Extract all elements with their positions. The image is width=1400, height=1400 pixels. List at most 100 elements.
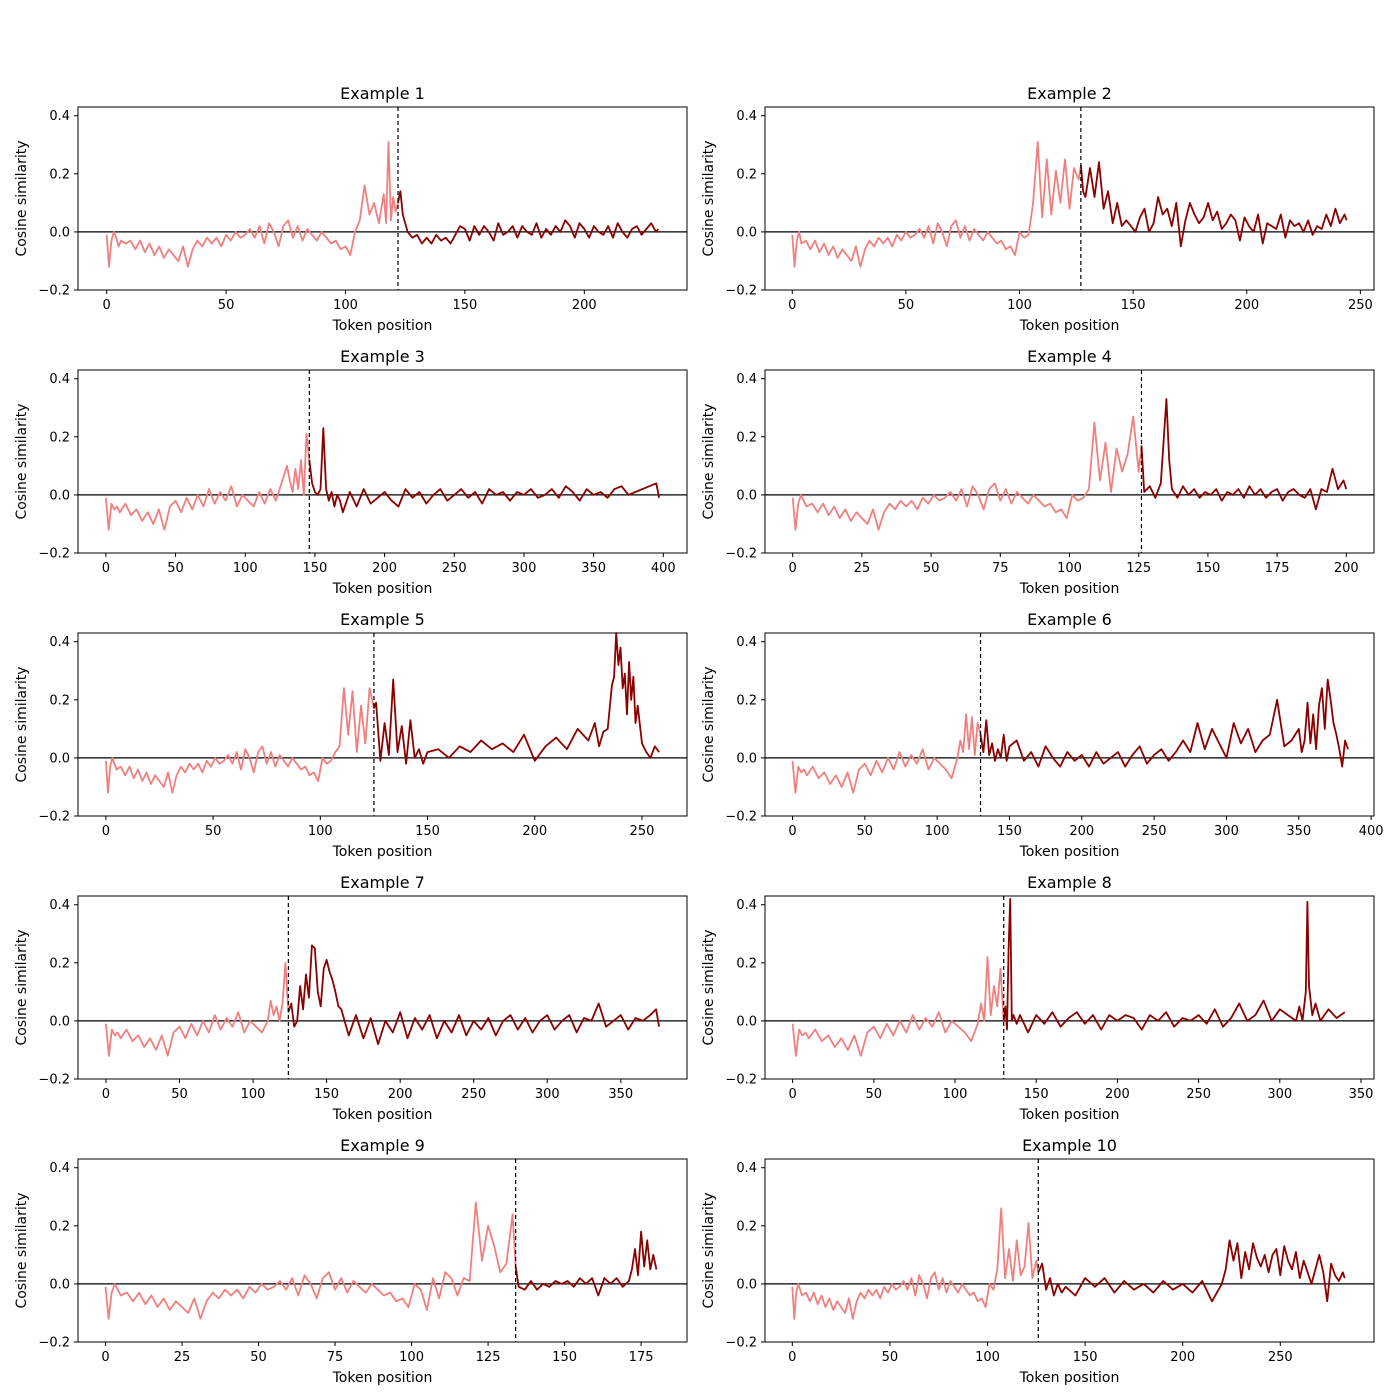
subplot-4: Example 4 0 25 50 75 100 125 150 175 200 −0.2 0.0 0.…: [701, 347, 1375, 597]
x-tick-label: 100: [1007, 298, 1032, 313]
subplot-title: Example 7: [340, 873, 425, 892]
subplot-title: Example 8: [1027, 873, 1112, 892]
x-tick-label: 50: [923, 561, 940, 576]
subplot-7: Example 7 0 50 100 150 200 250 300 350 −0.2 0.0 0.2…: [14, 873, 688, 1123]
plot-frame: [77, 895, 688, 1080]
x-tick-label: 350: [581, 561, 606, 576]
series-before-boundary: [105, 687, 375, 794]
series-before-boundary: [791, 415, 1143, 531]
x-tick-label: 400: [1359, 824, 1384, 839]
x-tick-label: 175: [629, 1350, 654, 1365]
y-tick-label: 0.2: [736, 693, 757, 708]
y-tick-label: 0.0: [736, 1014, 757, 1029]
x-tick-label: 150: [452, 298, 477, 313]
x-tick-label: 0: [788, 298, 796, 313]
y-tick-label: −0.2: [38, 547, 70, 562]
x-tick-label: 50: [171, 1087, 188, 1102]
subplot-title: Example 1: [340, 84, 425, 103]
y-tick-label: 0.4: [49, 1161, 70, 1176]
x-tick-label: 0: [788, 824, 796, 839]
x-tick-label: 200: [1334, 561, 1359, 576]
y-axis-label: Cosine similarity: [14, 403, 30, 519]
plot-frame: [764, 895, 1375, 1080]
series-after-boundary: [287, 944, 660, 1045]
x-tick-label: 100: [399, 1350, 424, 1365]
x-tick-label: 300: [535, 1087, 560, 1102]
x-tick-label: 50: [857, 824, 874, 839]
y-tick-label: 0.4: [49, 635, 70, 650]
y-axis-label: Cosine similarity: [701, 140, 717, 256]
y-tick-label: 0.4: [736, 1161, 757, 1176]
x-axis-label: Token position: [1019, 318, 1120, 334]
y-tick-label: 0.0: [49, 225, 70, 240]
y-axis-label: Cosine similarity: [701, 929, 717, 1045]
x-axis-label: Token position: [1019, 1107, 1120, 1123]
plot-frame: [77, 369, 688, 554]
x-tick-label: 50: [167, 561, 184, 576]
plot-frame: [764, 106, 1375, 291]
x-tick-label: 250: [442, 561, 467, 576]
plot-frame: [77, 106, 688, 291]
x-tick-label: 250: [461, 1087, 486, 1102]
subplot-title: Example 5: [340, 610, 425, 629]
x-tick-label: 25: [174, 1350, 191, 1365]
plot-frame: [764, 369, 1375, 554]
x-tick-label: 100: [333, 298, 358, 313]
x-tick-label: 150: [1073, 1350, 1098, 1365]
x-axis-label: Token position: [1019, 581, 1120, 597]
x-tick-label: 100: [943, 1087, 968, 1102]
series-after-boundary: [397, 190, 660, 245]
y-tick-label: 0.2: [49, 1219, 70, 1234]
x-tick-label: 0: [102, 824, 110, 839]
x-axis-label: Token position: [332, 581, 433, 597]
x-tick-label: 100: [233, 561, 258, 576]
y-tick-label: 0.2: [736, 167, 757, 182]
y-tick-label: −0.2: [38, 284, 70, 299]
y-tick-label: 0.4: [736, 635, 757, 650]
y-tick-label: −0.2: [725, 1073, 757, 1088]
x-axis-label: Token position: [1019, 844, 1120, 860]
x-tick-label: 150: [1024, 1087, 1049, 1102]
plot-frame: [764, 632, 1375, 817]
x-tick-label: 350: [1286, 824, 1311, 839]
y-tick-label: 0.0: [49, 1014, 70, 1029]
x-tick-label: 25: [854, 561, 871, 576]
y-tick-label: −0.2: [725, 284, 757, 299]
x-axis-label: Token position: [332, 844, 433, 860]
y-axis-label: Cosine similarity: [14, 929, 30, 1045]
x-tick-label: 75: [327, 1350, 344, 1365]
x-tick-label: 200: [1170, 1350, 1195, 1365]
x-tick-label: 175: [1265, 561, 1290, 576]
y-tick-label: 0.0: [49, 1277, 70, 1292]
x-tick-label: 350: [1349, 1087, 1374, 1102]
series-before-boundary: [105, 961, 290, 1057]
x-axis-label: Token position: [332, 1107, 433, 1123]
x-tick-label: 100: [241, 1087, 266, 1102]
x-tick-label: 50: [882, 1350, 899, 1365]
y-tick-label: 0.2: [49, 167, 70, 182]
y-axis-label: Cosine similarity: [701, 1192, 717, 1308]
y-axis-label: Cosine similarity: [701, 666, 717, 782]
y-tick-label: 0.2: [736, 956, 757, 971]
subplot-title: Example 4: [1027, 347, 1112, 366]
series-after-boundary: [1002, 898, 1346, 1034]
x-tick-label: 100: [925, 824, 950, 839]
x-tick-label: 50: [866, 1087, 883, 1102]
subplot-8: Example 8 0 50 100 150 200 250 300 350 −0.2 0.0 0.2…: [701, 873, 1375, 1123]
x-tick-label: 0: [102, 561, 110, 576]
series-after-boundary: [373, 632, 660, 765]
x-tick-label: 100: [308, 824, 333, 839]
x-tick-label: 0: [102, 1087, 110, 1102]
y-tick-label: 0.4: [736, 372, 757, 387]
series-after-boundary: [1140, 398, 1348, 511]
x-tick-label: 200: [1069, 824, 1094, 839]
x-tick-label: 100: [975, 1350, 1000, 1365]
y-tick-label: 0.4: [736, 898, 757, 913]
subplot-title: Example 10: [1022, 1136, 1117, 1155]
x-tick-label: 300: [512, 561, 537, 576]
x-tick-label: 150: [997, 824, 1022, 839]
y-tick-label: 0.4: [49, 372, 70, 387]
y-tick-label: 0.0: [736, 1277, 757, 1292]
x-tick-label: 350: [608, 1087, 633, 1102]
